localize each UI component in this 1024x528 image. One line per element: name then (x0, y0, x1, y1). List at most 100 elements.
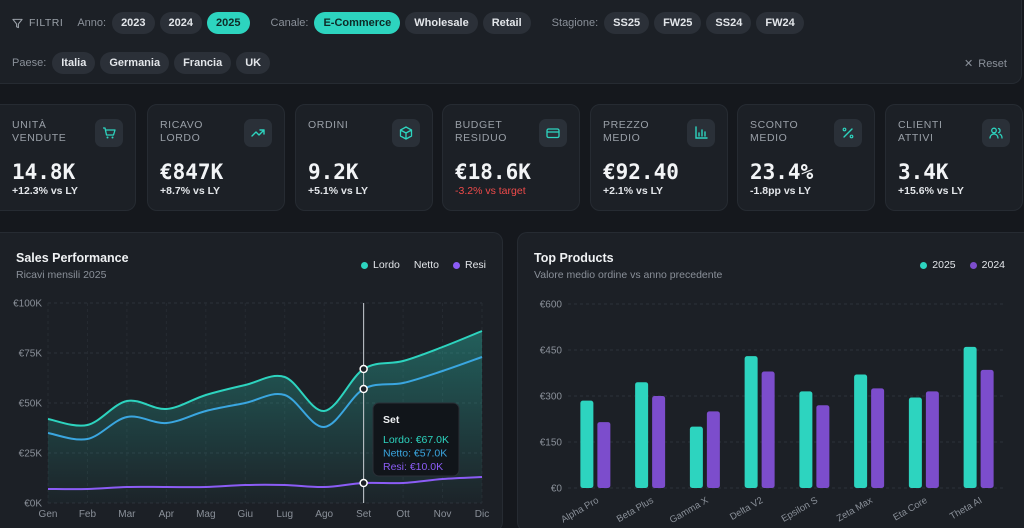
kpi-card: Sconto medio 23.4% -1.8pp vs LY (737, 104, 875, 211)
kpi-value: €92.40 (603, 160, 679, 184)
top-products-panel: Top Products Valore medio ordine vs anno… (517, 232, 1024, 528)
kpi-delta: +2.1% vs LY (603, 185, 664, 197)
y-tick-label: €450 (540, 346, 563, 357)
x-tick-label: Beta Plus (615, 495, 656, 525)
reset-button[interactable]: ✕ Reset (964, 57, 1007, 71)
products-subtitle: Valore medio ordine vs anno precedente (534, 269, 723, 281)
sales-performance-panel: Sales Performance Ricavi mensili 2025 Lo… (0, 232, 503, 528)
kpi-delta: +8.7% vs LY (160, 185, 221, 197)
products-chart: €0 €150 €300 €450 €600 Alpha Pro Beta Plus Gamm… (540, 300, 1006, 526)
bar-2024 (816, 405, 830, 488)
kpi-icon-box (687, 119, 715, 147)
x-tick-label: Dic (475, 509, 489, 520)
kpi-delta: +5.1% vs LY (308, 185, 369, 197)
bar-2024 (706, 411, 720, 488)
x-tick-label: Ott (396, 509, 410, 520)
tooltip-title: Set (383, 414, 400, 426)
sales-legend-item[interactable]: Resi (452, 259, 486, 271)
season-chip[interactable]: FW24 (756, 12, 804, 34)
x-tick-label: Gamma X (668, 495, 711, 526)
season-chip[interactable]: SS24 (706, 12, 752, 34)
bar-2025 (908, 397, 922, 488)
kpi-label: Clienti attivi (898, 119, 943, 144)
filter-bar: FILTRI Anno: 2023 2024 2025 Canale: E-Comm… (0, 0, 1022, 84)
products-legend-item[interactable]: 2025 (920, 259, 956, 271)
kpi-value: 9.2K (308, 160, 359, 184)
kpi-icon-box (539, 119, 567, 147)
channel-chip[interactable]: Retail (482, 12, 531, 34)
country-chip[interactable]: Francia (174, 52, 232, 74)
x-tick-label: Feb (79, 509, 97, 520)
reset-label: Reset (978, 57, 1007, 70)
tooltip-box (372, 402, 460, 477)
cart-icon (103, 127, 116, 139)
lordo-point (359, 364, 368, 374)
channel-chip[interactable]: Wholesale (405, 12, 478, 34)
products-legend-item[interactable]: 2024 (969, 259, 1005, 271)
y-tick-label: €150 (540, 438, 563, 449)
bar-2024 (652, 396, 666, 488)
tooltip-line: Resi: €10.0K (383, 461, 443, 473)
kpi-delta: +15.6% vs LY (898, 185, 964, 197)
sales-legend-item[interactable]: Netto (414, 259, 439, 271)
kpi-icon-box (982, 119, 1010, 147)
sales-legend-item[interactable]: Lordo (361, 259, 400, 271)
legend-dot (969, 261, 977, 269)
kpi-value: 3.4K (898, 160, 949, 184)
x-tick-label: Eta Core (891, 495, 929, 523)
bar-2025 (799, 391, 813, 488)
season-chip[interactable]: SS25 (604, 12, 650, 34)
kpi-icon-box (392, 119, 420, 147)
netto-point (359, 384, 368, 394)
year-chip[interactable]: 2023 (112, 12, 155, 34)
x-tick-label: Set (356, 509, 371, 520)
kpi-label: Sconto medio (750, 119, 799, 144)
channel-chip[interactable]: E-Commerce (314, 12, 401, 34)
x-tick-label: Mag (196, 509, 215, 520)
kpi-label: Budget residuo (455, 119, 508, 144)
sales-chart: €0K €25K €50K €75K €100K Gen Feb Mar Apr Mag Giu Lu… (13, 299, 489, 521)
bar-2025 (744, 356, 758, 488)
x-tick-label: Zeta Max (835, 495, 875, 524)
y-tick-label: €300 (540, 392, 563, 403)
bar-2024 (871, 388, 885, 488)
filter-row-1: FILTRI Anno: 2023 2024 2025 Canale: E-Comm… (12, 12, 809, 34)
bar-2025 (635, 382, 649, 488)
bar-2025 (963, 346, 977, 488)
bar-2025 (854, 374, 868, 488)
legend-dot (920, 261, 928, 269)
kpi-label: Prezzo medio (603, 119, 650, 144)
year-label: Anno: (77, 17, 107, 29)
x-tick-label: Lug (276, 509, 293, 520)
kpi-icon-box (95, 119, 123, 147)
country-chip[interactable]: Italia (52, 52, 96, 74)
sales-subtitle: Ricavi mensili 2025 (16, 269, 107, 281)
sales-title: Sales Performance (16, 251, 129, 265)
country-label: Paese: (12, 57, 47, 69)
x-tick-label: Nov (434, 509, 452, 520)
kpi-delta: -3.2% vs target (455, 185, 526, 197)
season-chip[interactable]: FW25 (654, 12, 702, 34)
kpi-card: Unità vendute 14.8K +12.3% vs LY (0, 104, 136, 211)
country-chip[interactable]: UK (236, 52, 271, 74)
year-chip[interactable]: 2024 (159, 12, 203, 34)
x-tick-label: Ago (315, 509, 333, 520)
products-title: Top Products (534, 251, 614, 265)
country-chip[interactable]: Germania (100, 52, 170, 74)
y-tick-label: €25K (19, 449, 43, 460)
x-tick-label: Mar (118, 509, 136, 520)
kpi-label: Unità vendute (12, 119, 67, 144)
legend-label: 2024 (981, 259, 1005, 271)
x-tick-label: Alpha Pro (559, 495, 601, 525)
netto-line (47, 356, 483, 441)
kpi-card: Ricavo lordo €847K +8.7% vs LY (147, 104, 285, 211)
kpi-value: 14.8K (12, 160, 76, 184)
filter-row-2: Paese: Italia Germania Francia UK (12, 52, 275, 74)
trend-up-icon (251, 129, 265, 137)
bar-2024 (925, 391, 939, 488)
kpi-label: Ordini (308, 119, 349, 131)
tooltip-line: Lordo: €67.0K (383, 434, 449, 446)
filter-icon (12, 18, 23, 28)
year-chip[interactable]: 2025 (207, 12, 250, 34)
